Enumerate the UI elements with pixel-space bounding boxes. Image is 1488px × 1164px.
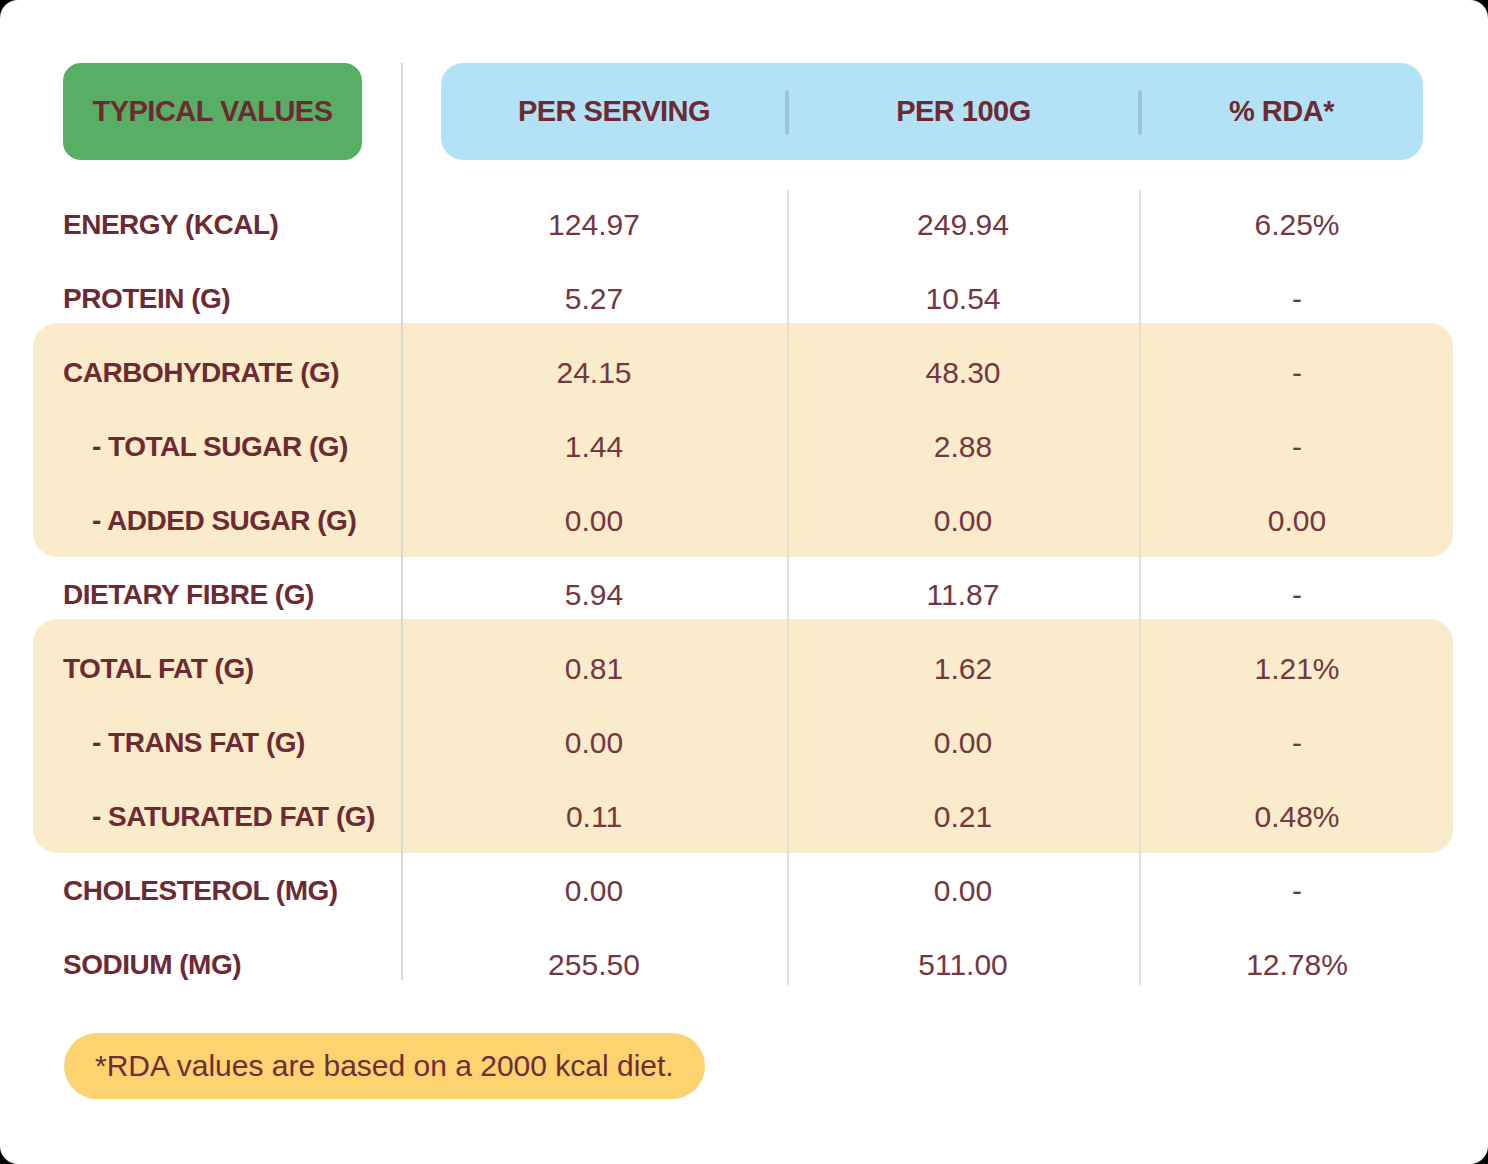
value-per-100g: 0.00 [787,504,1139,538]
value-per-serving: 5.27 [401,282,787,316]
table-row-energy: ENERGY (KCAL) 124.97 249.94 6.25% [0,188,1488,262]
value-per-serving: 0.00 [401,874,787,908]
value-per-serving: 255.50 [401,948,787,982]
value-per-100g: 0.21 [787,800,1139,834]
value-per-100g: 1.62 [787,652,1139,686]
row-label: - SATURATED FAT (G) [0,801,401,833]
column-header-rda: % RDA* [1140,95,1423,128]
row-label: ENERGY (KCAL) [0,209,401,241]
value-per-serving: 0.00 [401,726,787,760]
row-label: DIETARY FIBRE (G) [0,579,401,611]
row-label: SODIUM (MG) [0,949,401,981]
value-rda: - [1139,874,1455,908]
header-divider-tick [1138,90,1142,135]
nutrition-label-card: TYPICAL VALUES PER SERVING PER 100G % RD… [0,0,1488,1164]
typical-values-chip: TYPICAL VALUES [63,63,362,160]
value-per-serving: 5.94 [401,578,787,612]
value-rda: - [1139,578,1455,612]
value-per-100g: 2.88 [787,430,1139,464]
row-label: - TOTAL SUGAR (G) [0,431,401,463]
table-row-dietary-fibre: DIETARY FIBRE (G) 5.94 11.87 - [0,558,1488,632]
value-rda: 12.78% [1139,948,1455,982]
table-row-carbohydrate: CARBOHYDRATE (G) 24.15 48.30 - [0,336,1488,410]
value-per-100g: 511.00 [787,948,1139,982]
value-rda: - [1139,430,1455,464]
value-per-serving: 0.81 [401,652,787,686]
row-label: CARBOHYDRATE (G) [0,357,401,389]
value-per-serving: 124.97 [401,208,787,242]
value-per-serving: 1.44 [401,430,787,464]
value-rda: - [1139,282,1455,316]
value-per-100g: 10.54 [787,282,1139,316]
row-label: PROTEIN (G) [0,283,401,315]
value-per-serving: 0.11 [401,800,787,834]
row-label: TOTAL FAT (G) [0,653,401,685]
value-rda: 6.25% [1139,208,1455,242]
table-row-cholesterol: CHOLESTEROL (MG) 0.00 0.00 - [0,854,1488,928]
rda-footnote-pill: *RDA values are based on a 2000 kcal die… [64,1033,705,1099]
value-per-100g: 249.94 [787,208,1139,242]
value-rda: 0.00 [1139,504,1455,538]
table-row-total-fat: TOTAL FAT (G) 0.81 1.62 1.21% [0,632,1488,706]
table-row-sodium: SODIUM (MG) 255.50 511.00 12.78% [0,928,1488,1002]
header-divider-tick [785,90,789,135]
value-per-serving: 24.15 [401,356,787,390]
value-per-100g: 11.87 [787,578,1139,612]
value-per-100g: 48.30 [787,356,1139,390]
value-rda: - [1139,356,1455,390]
value-per-100g: 0.00 [787,726,1139,760]
value-rda: - [1139,726,1455,760]
row-label: - ADDED SUGAR (G) [0,505,401,537]
value-per-100g: 0.00 [787,874,1139,908]
value-per-serving: 0.00 [401,504,787,538]
column-header-per-serving: PER SERVING [441,95,787,128]
table-row-added-sugar: - ADDED SUGAR (G) 0.00 0.00 0.00 [0,484,1488,558]
rda-footnote-text: *RDA values are based on a 2000 kcal die… [95,1049,674,1083]
table-row-protein: PROTEIN (G) 5.27 10.54 - [0,262,1488,336]
column-header-bar: PER SERVING PER 100G % RDA* [441,63,1423,160]
typical-values-label: TYPICAL VALUES [92,95,332,128]
row-label: - TRANS FAT (G) [0,727,401,759]
table-row-trans-fat: - TRANS FAT (G) 0.00 0.00 - [0,706,1488,780]
column-header-per-100g: PER 100G [787,95,1140,128]
nutrition-table-body: ENERGY (KCAL) 124.97 249.94 6.25% PROTEI… [0,188,1488,1002]
row-label: CHOLESTEROL (MG) [0,875,401,907]
table-row-total-sugar: - TOTAL SUGAR (G) 1.44 2.88 - [0,410,1488,484]
value-rda: 1.21% [1139,652,1455,686]
value-rda: 0.48% [1139,800,1455,834]
table-row-saturated-fat: - SATURATED FAT (G) 0.11 0.21 0.48% [0,780,1488,854]
